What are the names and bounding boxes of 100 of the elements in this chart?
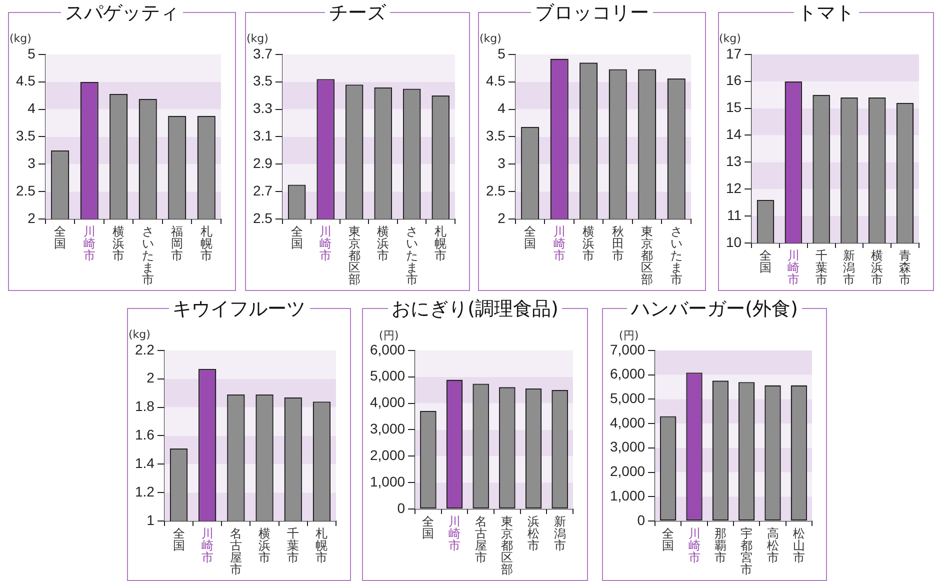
x-tick-label: 川崎市: [553, 224, 566, 262]
chart-title: ハンバーガー(外食): [627, 298, 802, 320]
y-tick-label: 4,000: [370, 394, 406, 410]
y-tick-label: 2.5: [486, 182, 506, 198]
x-tick-label: 札幌市: [434, 224, 447, 262]
y-tick-label: 2.2: [134, 341, 155, 358]
y-tick-label: 3.5: [252, 72, 273, 89]
y-tick-label: 2.9: [252, 154, 273, 171]
x-tick-label: 横浜市: [258, 526, 271, 564]
y-tick-label: 1,000: [370, 473, 406, 490]
x-tick-label: 東京都区部: [641, 224, 654, 286]
x-tick-label: 川崎市: [320, 224, 332, 262]
y-tick-label: 2.5: [16, 182, 36, 198]
y-tick-label: 3.5: [486, 128, 506, 144]
y-tick-label: 1.2: [134, 483, 155, 500]
y-tick-label: 3,000: [370, 420, 406, 437]
x-tick-label: 千葉市: [815, 248, 828, 286]
y-tick-label: 7,000: [610, 341, 646, 358]
x-tick-label: 福岡市: [171, 224, 184, 262]
chart-title: おにぎり(調理食品): [388, 298, 562, 320]
y-tick-label: 3: [498, 154, 506, 171]
y-tick-label: 1,000: [610, 487, 646, 504]
x-tick-label: 高松市: [766, 526, 779, 564]
x-tick-label: 那覇市: [714, 526, 726, 564]
x-tick-label: 千葉市: [287, 526, 300, 564]
chart-title: キウイフルーツ: [168, 298, 310, 320]
x-tick-label: 東京都区部: [348, 224, 360, 286]
y-tick-label: 15: [726, 99, 742, 116]
x-tick-label: 横浜市: [112, 224, 125, 262]
y-tick-label: 6,000: [370, 341, 406, 358]
y-tick-label: 4: [498, 100, 506, 116]
x-tick-label: 全国: [54, 224, 66, 250]
y-axis-title: (kg): [479, 32, 502, 46]
y-tick-label: 17: [726, 45, 742, 62]
x-tick-label: さいたま市: [142, 224, 154, 286]
x-tick-label: 川崎市: [448, 514, 461, 552]
y-tick-label: 2.5: [252, 210, 273, 226]
x-tick-label: 横浜市: [377, 224, 390, 262]
y-tick-label: 2: [498, 210, 506, 226]
x-tick-label: 川崎市: [787, 248, 800, 286]
chart-title: ブロッコリー: [531, 2, 653, 24]
y-tick-label: 10: [726, 234, 742, 250]
y-tick-label: 14: [726, 126, 742, 142]
y-axis-title: (kg): [9, 32, 32, 46]
chart-title: スパゲッティ: [61, 2, 183, 24]
x-tick-label: 横浜市: [582, 224, 595, 262]
x-tick-label: 名古屋市: [230, 526, 242, 576]
y-tick-label: 3.3: [252, 100, 273, 116]
x-tick-label: 全国: [422, 514, 434, 540]
x-tick-label: 秋田市: [612, 224, 624, 262]
x-tick-label: さいたま市: [406, 224, 418, 286]
x-tick-label: 宇都宮市: [740, 526, 753, 576]
y-tick-label: 2.7: [252, 182, 273, 198]
x-tick-label: 名古屋市: [474, 514, 487, 564]
y-tick-label: 16: [726, 72, 742, 88]
y-tick-label: 11: [727, 206, 742, 223]
y-tick-label: 4,000: [610, 414, 646, 430]
y-tick-label: 1.6: [134, 426, 155, 443]
x-tick-label: 新潟市: [843, 248, 856, 286]
y-tick-label: 3.7: [252, 45, 273, 62]
x-tick-label: 札幌市: [200, 224, 212, 262]
y-tick-label: 3: [28, 154, 36, 171]
x-tick-label: 札幌市: [316, 526, 328, 564]
y-tick-label: 3.5: [16, 128, 36, 144]
x-tick-label: 川崎市: [83, 224, 96, 262]
y-tick-label: 13: [726, 153, 742, 170]
y-tick-label: 4: [28, 100, 36, 116]
y-tick-label: 6,000: [610, 366, 646, 382]
chart-title: チーズ: [325, 2, 390, 24]
y-tick-label: 1.4: [134, 454, 155, 471]
y-axis-title: (kg): [128, 328, 150, 342]
x-tick-label: 青森市: [899, 248, 912, 286]
y-axis-title: (円): [379, 328, 399, 344]
y-tick-label: 5,000: [610, 390, 646, 406]
y-tick-label: 3,000: [610, 438, 646, 455]
x-tick-label: さいたま市: [670, 224, 682, 286]
x-tick-label: 新潟市: [554, 514, 566, 552]
y-tick-label: 4.5: [16, 72, 36, 89]
y-tick-label: 0: [637, 512, 646, 528]
y-tick-label: 0: [397, 500, 406, 516]
x-tick-label: 横浜市: [871, 248, 884, 286]
x-tick-label: 全国: [662, 526, 674, 552]
y-tick-label: 2: [28, 210, 36, 226]
y-tick-label: 12: [726, 180, 742, 196]
x-tick-label: 全国: [760, 248, 772, 274]
x-tick-label: 松山市: [792, 526, 805, 564]
y-tick-label: 5: [498, 45, 506, 62]
x-tick-label: 全国: [172, 526, 185, 552]
x-tick-label: 川崎市: [201, 526, 214, 564]
y-tick-label: 1.8: [134, 398, 155, 414]
y-tick-label: 4.5: [486, 72, 506, 89]
y-tick-label: 5: [28, 45, 36, 62]
y-tick-label: 2: [146, 370, 155, 386]
x-tick-label: 川崎市: [688, 526, 700, 564]
y-tick-label: 1: [146, 512, 155, 528]
y-tick-label: 2,000: [370, 446, 406, 463]
x-tick-label: 東京都区部: [501, 514, 514, 576]
y-tick-label: 3.1: [252, 128, 273, 144]
y-axis-title: (kg): [246, 32, 268, 46]
x-tick-label: 全国: [290, 224, 303, 250]
